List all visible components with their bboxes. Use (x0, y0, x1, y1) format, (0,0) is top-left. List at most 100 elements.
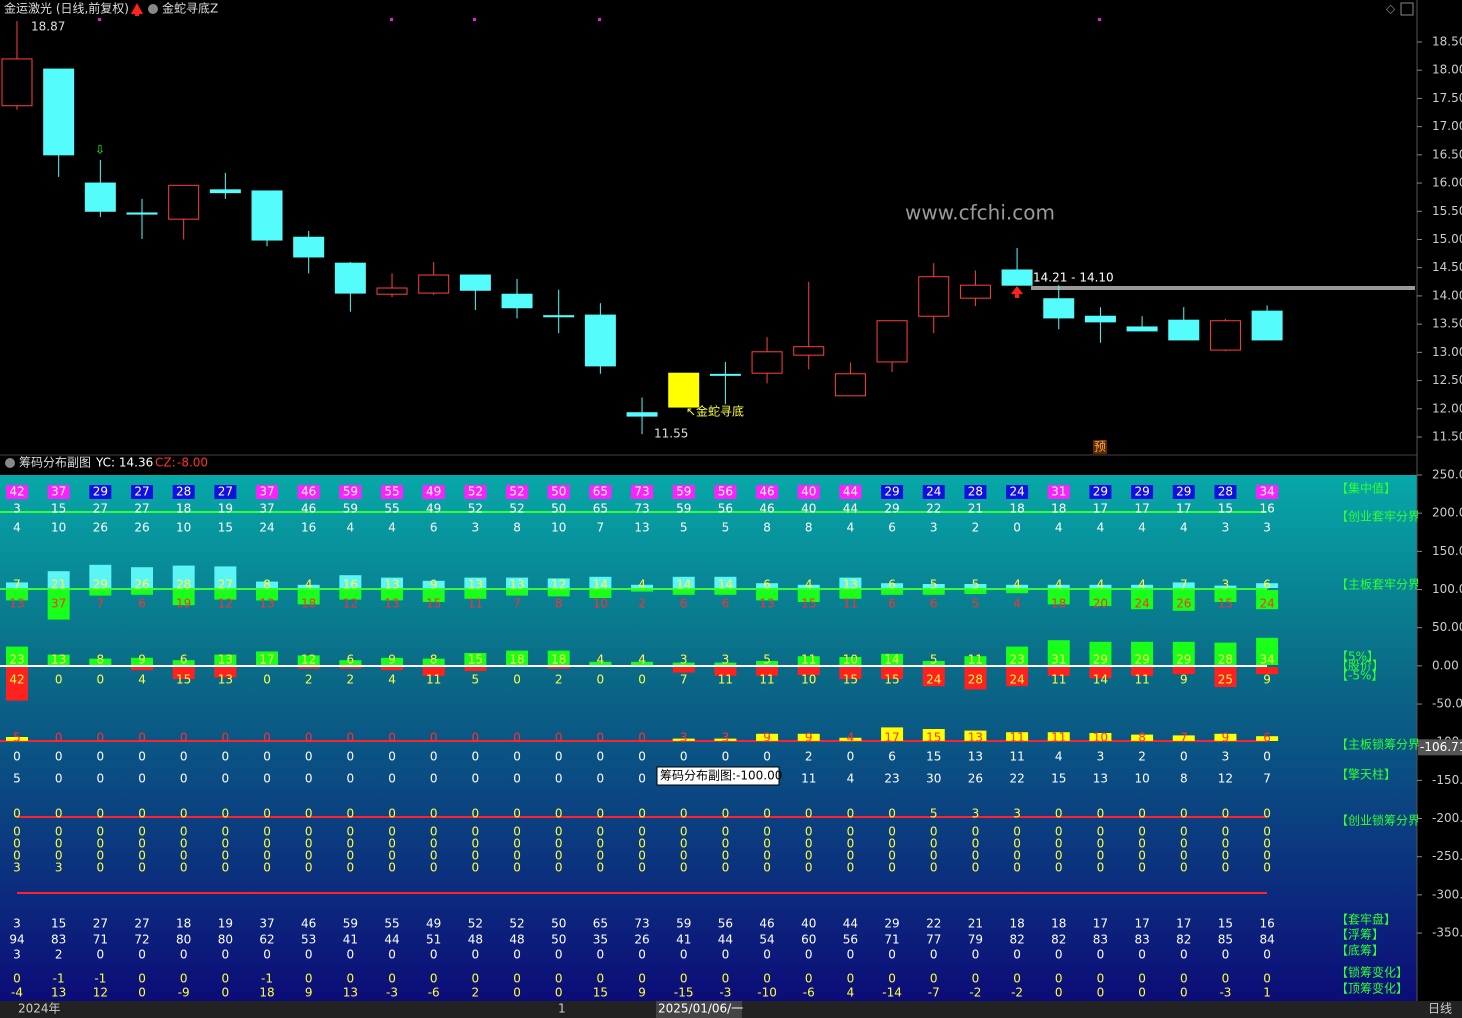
bar (6, 737, 28, 741)
side-label: 【主板套牢分界 (1336, 577, 1420, 592)
bar (1172, 667, 1195, 675)
row-value: 0 (888, 849, 896, 863)
row-value: 26 (134, 578, 149, 592)
row-value: 18 (176, 917, 191, 931)
row-value: 44 (843, 485, 858, 499)
bar (922, 729, 945, 741)
bar (839, 577, 862, 588)
row-value: -6 (428, 986, 440, 1000)
bar (964, 730, 987, 741)
row-value: 12 (343, 597, 358, 611)
window-icon[interactable] (1400, 2, 1414, 16)
row-value: 46 (301, 917, 316, 931)
value-box (631, 485, 654, 499)
bar (1214, 667, 1237, 687)
row-value: 6 (930, 597, 938, 611)
row-value: 0 (847, 807, 855, 821)
row-value: 0 (513, 750, 521, 764)
candle-body (668, 372, 700, 408)
bar (1172, 582, 1195, 588)
bar (839, 737, 862, 741)
row-value: 0 (263, 731, 271, 745)
row-value: 0 (138, 750, 146, 764)
bar (756, 590, 779, 601)
row-value: 3 (13, 861, 21, 875)
row-value: 0 (138, 825, 146, 839)
bar (881, 667, 904, 679)
row-value: 46 (759, 502, 774, 516)
row-value: 17 (1176, 917, 1191, 931)
row-value: 0 (888, 861, 896, 875)
current-tag (1418, 739, 1462, 756)
value-box (589, 485, 612, 499)
y-tick-label: 13.50 (1432, 317, 1462, 331)
high-label: 18.87 (31, 20, 65, 34)
row-value: 27 (93, 502, 108, 516)
row-value: 4 (847, 772, 855, 786)
row-value: 0 (763, 807, 771, 821)
row-value: 3 (13, 502, 21, 516)
row-value: 15 (1051, 772, 1066, 786)
row-value: 15 (926, 750, 941, 764)
row-value: 0 (263, 750, 271, 764)
bar (797, 590, 820, 602)
row-value: 59 (676, 502, 691, 516)
row-value: 77 (926, 933, 941, 947)
row-value: 9 (638, 986, 646, 1000)
row-value: 0 (13, 849, 21, 863)
candle-body (1251, 310, 1283, 341)
row-value: 19 (176, 597, 191, 611)
row-value: 0 (930, 849, 938, 863)
candle-body (168, 184, 200, 220)
y-tick-label: 14.50 (1432, 260, 1462, 274)
y-tick-label: 0.00 (1432, 658, 1459, 672)
row-value: 0 (805, 825, 813, 839)
row-value: 6 (1263, 731, 1271, 745)
y-tick-label: 15.50 (1432, 204, 1462, 218)
row-value: 10 (593, 597, 608, 611)
period-tab[interactable]: 日线 (1428, 1002, 1452, 1016)
bar (297, 667, 320, 669)
row-value: 15 (843, 673, 858, 687)
row-value: 5 (930, 653, 938, 667)
row-value: 0 (805, 837, 813, 851)
row-value: 0 (388, 772, 396, 786)
row-value: 0 (555, 849, 563, 863)
row-value: 0 (180, 807, 188, 821)
bar (714, 662, 737, 665)
row-value: 0 (472, 807, 480, 821)
bar (1214, 590, 1237, 602)
row-value: 0 (972, 825, 980, 839)
bar (756, 661, 779, 665)
bar (589, 661, 612, 665)
row-value: 0 (722, 807, 730, 821)
bar (297, 590, 320, 605)
row-value: 0 (1013, 861, 1021, 875)
side-label: 【股价】 (1336, 659, 1384, 673)
y-tick-label: 100.00 (1432, 582, 1462, 596)
bar (131, 590, 154, 595)
bar (1256, 667, 1279, 675)
bar (1131, 641, 1154, 665)
row-value: 0 (347, 772, 355, 786)
row-value: 80 (176, 933, 191, 947)
row-value: 0 (347, 825, 355, 839)
bar (922, 584, 945, 588)
forecast-mark: 预 (1094, 440, 1106, 454)
row-value: 56 (843, 933, 858, 947)
bar (89, 658, 112, 665)
row-value: 0 (472, 772, 480, 786)
row-value: 11 (1009, 750, 1024, 764)
row-value: 10 (1134, 772, 1149, 786)
row-value: 27 (218, 578, 233, 592)
row-value: 0 (222, 986, 230, 1000)
row-value: 0 (430, 825, 438, 839)
row-value: 0 (597, 837, 605, 851)
bar (881, 583, 904, 588)
row-value: 8 (430, 653, 438, 667)
row-value: 18 (509, 653, 524, 667)
row-value: 0 (430, 731, 438, 745)
row-value: 3 (1222, 750, 1230, 764)
candle-body (709, 373, 741, 376)
row-value: 13 (759, 597, 774, 611)
